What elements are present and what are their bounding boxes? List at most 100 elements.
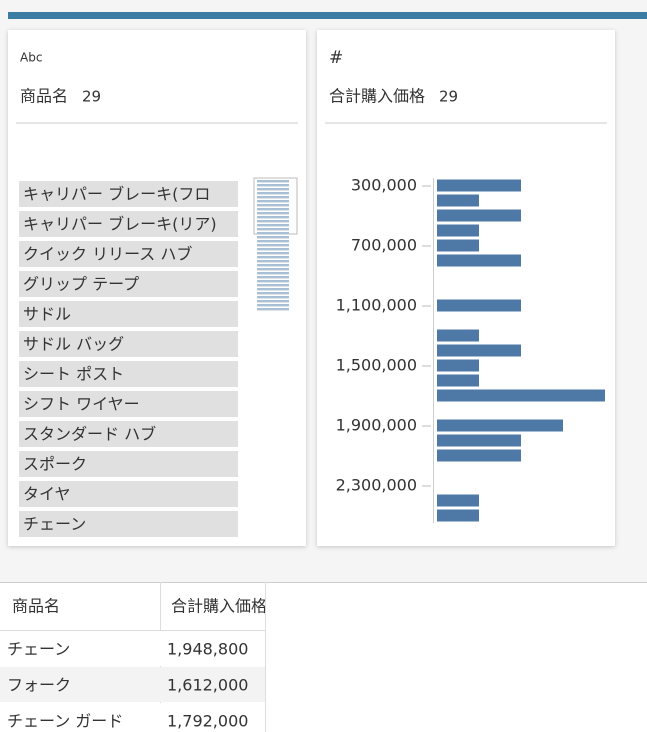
bar[interactable] [437,509,479,522]
scroll-stripe [257,236,289,239]
table-row [0,631,265,666]
bar[interactable] [437,434,521,447]
value-row[interactable] [19,211,238,237]
scroll-stripe [257,224,289,227]
scroll-stripe [257,296,289,299]
y-tick-label: 1,900,000 [336,416,417,435]
value-label: キャリパー ブレーキ(リア) [23,215,217,234]
table-cell: チェーン ガード [7,712,123,731]
scroll-stripe [257,192,289,195]
value-row[interactable] [19,481,238,507]
scroll-stripe [257,196,289,199]
y-tick-label: 700,000 [351,236,417,255]
y-tick-label: 2,300,000 [336,476,417,495]
scroll-stripe [257,216,289,219]
table-cell: 1,792,000 [167,712,248,731]
scroll-stripe [257,232,289,235]
scroll-stripe [257,188,289,191]
card-title: 合計購入価格 [329,87,425,106]
scroll-stripe [257,252,289,255]
bar[interactable] [437,344,521,357]
table-cell: 1,612,000 [167,676,248,695]
scroll-stripe [257,284,289,287]
value-label: グリップ テープ [23,275,139,294]
value-row[interactable] [19,361,238,387]
bar[interactable] [437,179,521,192]
value-row[interactable] [19,241,238,267]
value-label: スタンダード ハブ [23,425,156,444]
value-row[interactable] [19,331,238,357]
value-label: クイック リリース ハブ [23,245,192,264]
value-row[interactable] [19,301,238,327]
type-icon: Abc [20,51,42,65]
scroll-stripe [257,180,289,183]
scroll-stripe [257,280,289,283]
bar[interactable] [437,329,479,342]
scroll-stripe [257,228,289,231]
value-label: チェーン [23,515,86,534]
card-count: 29 [439,88,458,106]
scroll-stripe [257,268,289,271]
value-label: シート ポスト [23,365,124,384]
bar[interactable] [437,359,479,372]
scroll-stripe [257,276,289,279]
column-header: 合計購入価格 [171,597,267,616]
card-count: 29 [82,88,101,106]
bar[interactable] [437,449,521,462]
table-cell: 1,948,800 [167,640,248,659]
value-label: キャリパー ブレーキ(フロ [23,185,210,204]
value-row[interactable] [19,391,238,417]
scroll-stripe [257,300,289,303]
value-label: サドル [23,305,71,324]
scroll-stripe [257,288,289,291]
table-cell: チェーン [7,640,70,659]
table-row [0,667,265,702]
bar[interactable] [437,299,521,312]
bar[interactable] [437,209,521,222]
scroll-stripe [257,256,289,259]
bar[interactable] [437,374,479,387]
scroll-stripe [257,220,289,223]
value-label: タイヤ [23,485,71,504]
top-bar [8,12,647,19]
scroll-stripe [257,200,289,203]
scroll-stripe [257,208,289,211]
bar[interactable] [437,419,563,432]
table-row [0,703,265,732]
value-row[interactable] [19,271,238,297]
bar[interactable] [437,224,479,237]
value-label: スポーク [23,455,87,474]
value-row[interactable] [19,511,238,537]
y-tick-label: 1,100,000 [336,296,417,315]
card-title: 商品名 [20,87,68,106]
y-tick-label: 300,000 [351,176,417,195]
column-header: 商品名 [12,597,60,616]
bar[interactable] [437,494,479,507]
value-row[interactable] [19,451,238,477]
scroll-stripe [257,260,289,263]
value-label: シフト ワイヤー [23,395,140,414]
value-label: サドル バッグ [23,335,124,354]
scroll-stripe [257,204,289,207]
table-cell: フォーク [7,676,71,695]
card[interactable] [317,30,615,546]
scroll-stripe [257,248,289,251]
scroll-stripe [257,212,289,215]
bar[interactable] [437,389,605,402]
scroll-stripe [257,272,289,275]
y-tick-label: 1,500,000 [336,356,417,375]
value-row[interactable] [19,421,238,447]
scroll-stripe [257,292,289,295]
bar[interactable] [437,254,521,267]
type-icon: # [329,48,343,68]
bar[interactable] [437,239,479,252]
value-row[interactable] [19,181,238,207]
scroll-stripe [257,244,289,247]
scroll-stripe [257,304,289,307]
scroll-stripe [257,308,289,311]
scroll-stripe [257,240,289,243]
scroll-stripe [257,264,289,267]
bar[interactable] [437,194,479,207]
